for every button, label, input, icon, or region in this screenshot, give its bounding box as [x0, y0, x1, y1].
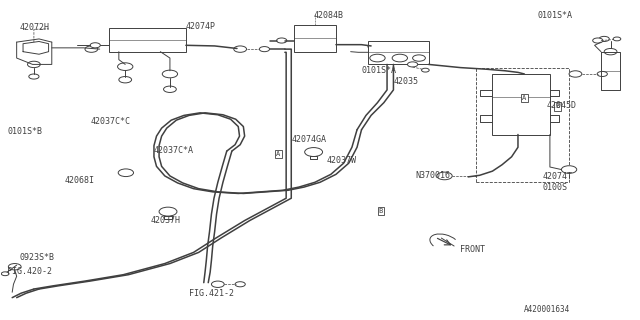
Circle shape: [408, 62, 418, 67]
Text: FRONT: FRONT: [461, 245, 486, 254]
Text: 42045D: 42045D: [547, 101, 577, 110]
Circle shape: [599, 36, 609, 42]
Text: A: A: [522, 95, 527, 101]
Bar: [294, 25, 336, 52]
Circle shape: [613, 37, 621, 41]
Circle shape: [368, 44, 378, 49]
Text: 0923S*B: 0923S*B: [20, 253, 55, 262]
Circle shape: [561, 166, 577, 173]
Circle shape: [8, 264, 21, 270]
Circle shape: [276, 38, 287, 43]
Text: 0101S*B: 0101S*B: [7, 127, 42, 136]
Bar: [492, 74, 550, 134]
Text: 42037H: 42037H: [151, 216, 180, 225]
Text: FIG.420-2: FIG.420-2: [7, 267, 52, 276]
Circle shape: [159, 207, 177, 216]
Circle shape: [370, 54, 385, 62]
Circle shape: [1, 272, 9, 276]
Text: A420001634: A420001634: [524, 305, 571, 314]
Bar: [109, 28, 186, 52]
Bar: [476, 68, 569, 182]
Circle shape: [118, 63, 133, 70]
Circle shape: [437, 172, 452, 180]
Circle shape: [90, 43, 100, 48]
Circle shape: [211, 281, 224, 287]
Circle shape: [305, 148, 323, 156]
Circle shape: [422, 68, 429, 72]
Circle shape: [235, 282, 245, 287]
Text: B: B: [556, 103, 560, 109]
Text: 42068I: 42068I: [65, 176, 95, 185]
Text: 42037W: 42037W: [326, 156, 356, 164]
Text: 42074T: 42074T: [542, 172, 572, 181]
Circle shape: [118, 169, 134, 177]
Text: 0101S*A: 0101S*A: [362, 66, 397, 75]
Text: 42074GA: 42074GA: [291, 135, 326, 144]
Text: 0101S*A: 0101S*A: [537, 11, 572, 20]
Circle shape: [259, 47, 269, 52]
Circle shape: [593, 38, 603, 43]
Circle shape: [29, 74, 39, 79]
Circle shape: [119, 76, 132, 83]
Circle shape: [413, 55, 426, 61]
Text: N370016: N370016: [416, 172, 451, 180]
Circle shape: [164, 86, 176, 92]
Text: 42084B: 42084B: [314, 11, 344, 20]
Circle shape: [597, 71, 607, 76]
Text: 42072H: 42072H: [20, 23, 50, 32]
Text: 42074P: 42074P: [186, 22, 216, 31]
Circle shape: [569, 71, 582, 77]
Text: FIG.421-2: FIG.421-2: [189, 289, 234, 298]
Circle shape: [392, 54, 408, 62]
Circle shape: [604, 49, 617, 55]
Text: 42037C*A: 42037C*A: [154, 146, 194, 155]
Text: A: A: [276, 151, 280, 156]
Circle shape: [163, 70, 177, 78]
Bar: [368, 41, 429, 64]
Text: B: B: [378, 208, 383, 214]
Text: 0100S: 0100S: [542, 183, 567, 192]
Circle shape: [234, 46, 246, 52]
Circle shape: [28, 61, 40, 68]
Text: 42037C*C: 42037C*C: [90, 117, 130, 126]
Circle shape: [85, 46, 98, 52]
Text: 42035: 42035: [394, 77, 419, 86]
